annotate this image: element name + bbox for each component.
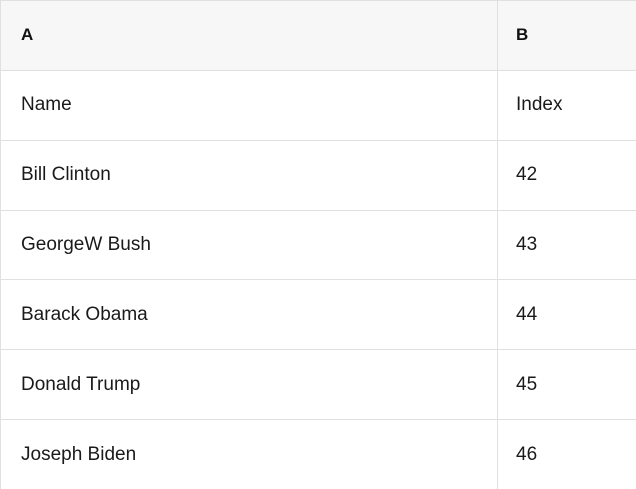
table-header-row: A B bbox=[1, 1, 636, 71]
cell-name[interactable]: Joseph Biden bbox=[21, 443, 137, 465]
table-row: Donald Trump 45 bbox=[1, 350, 636, 421]
table-row: Joseph Biden 46 bbox=[1, 420, 636, 489]
cell-name[interactable]: GeorgeW Bush bbox=[21, 234, 151, 255]
cell-name[interactable]: Barack Obama bbox=[21, 303, 148, 325]
table-row: GeorgeW Bush 43 bbox=[1, 210, 636, 281]
cell-name-header[interactable]: Name bbox=[21, 94, 72, 116]
cell-index[interactable]: 42 bbox=[497, 140, 636, 210]
table-row: Bill Clinton 42 bbox=[1, 140, 636, 211]
cell-index[interactable]: 44 bbox=[497, 280, 636, 350]
cell-index[interactable]: 43 bbox=[497, 210, 636, 280]
cell-index[interactable]: 45 bbox=[497, 350, 636, 420]
cell-name[interactable]: Bill Clinton bbox=[21, 164, 111, 186]
cell-name[interactable]: Donald Trump bbox=[21, 373, 141, 395]
table-row: Name Index bbox=[1, 70, 636, 141]
column-header-a[interactable]: A bbox=[21, 25, 34, 45]
table-row: Barack Obama 44 bbox=[1, 280, 636, 351]
cell-index-header[interactable]: Index bbox=[497, 70, 636, 140]
column-header-b[interactable]: B bbox=[497, 1, 636, 70]
cell-index[interactable]: 46 bbox=[497, 420, 636, 489]
